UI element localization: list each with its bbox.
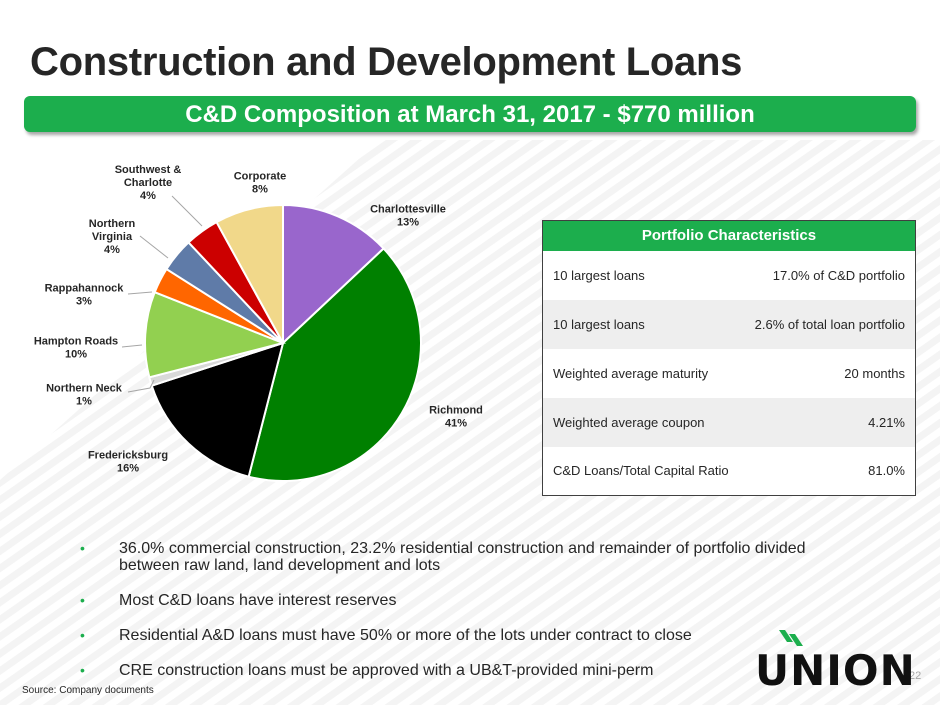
slice-label: Northern Neck 1%	[46, 383, 123, 408]
bullet-text: Most C&D loans have interest reserves	[119, 592, 397, 609]
bullet-item: • Residential A&D loans must have 50% or …	[80, 627, 860, 644]
bullet-icon: •	[80, 592, 85, 608]
row-label: C&D Loans/Total Capital Ratio	[553, 463, 729, 479]
union-logo: UNION	[755, 628, 915, 695]
pie-slice	[282, 203, 386, 346]
table-row: Weighted average coupon 4.21%	[542, 397, 916, 447]
page-title: Construction and Development Loans	[30, 40, 743, 84]
leader-line	[127, 379, 155, 393]
logo-text: UNION	[755, 646, 916, 695]
chart-banner: C&D Composition at March 31, 2017 - $770…	[24, 96, 916, 132]
bullet-text: CRE construction loans must be approved …	[119, 662, 654, 679]
table-header: Portfolio Characteristics	[641, 227, 817, 245]
row-label: 10 largest loans	[553, 316, 645, 332]
bullet-item: • 36.0% commercial construction, 23.2% re…	[80, 540, 860, 574]
leader-line	[139, 235, 169, 259]
slice-label: Charlottesville 13%	[370, 204, 446, 229]
bullet-list: • 36.0% commercial construction, 23.2% re…	[80, 540, 860, 697]
table-header-row: Portfolio Characteristics	[542, 220, 916, 251]
row-value: 20 months	[844, 365, 905, 381]
leader-line	[127, 291, 153, 295]
bullet-icon: •	[80, 662, 85, 678]
pie-slice	[144, 290, 287, 379]
source-note: Source: Company documents	[22, 685, 154, 696]
logo-stripes	[779, 630, 803, 646]
row-label: Weighted average maturity	[553, 365, 709, 381]
row-value: 2.6% of total loan portfolio	[754, 316, 905, 332]
table-row: 10 largest loans 2.6% of total loan port…	[542, 299, 916, 349]
logo-mark-icon	[779, 630, 803, 646]
slice-label: Northern Virginia 4%	[89, 218, 136, 256]
pie-slice	[215, 203, 284, 344]
page-number: 22	[909, 670, 922, 682]
bullet-item: • Most C&D loans have interest reserves	[80, 592, 860, 609]
slice-label: Southwest & Charlotte 4%	[115, 164, 182, 202]
pie-chart: Charlottesville 13% Richmond 41% Fredericksb…	[34, 164, 483, 482]
slice-label: Richmond 41%	[429, 405, 483, 430]
bullet-text: 36.0% commercial construction, 23.2% res…	[119, 540, 806, 574]
bullet-icon: •	[80, 627, 85, 643]
bullet-text: Residential A&D loans must have 50% or m…	[119, 627, 692, 644]
pie-slice	[150, 341, 285, 478]
table-row: Weighted average maturity 20 months	[543, 349, 916, 398]
row-value: 4.21%	[868, 414, 905, 430]
bullet-icon: •	[80, 540, 85, 556]
table-row: 10 largest loans 17.0% of C&D portfolio	[543, 251, 916, 300]
row-label: 10 largest loans	[553, 267, 645, 283]
bullet-item: • CRE construction loans must be approved…	[80, 662, 860, 679]
slice-label: Hampton Roads 10%	[34, 336, 118, 361]
row-label: Weighted average coupon	[553, 414, 705, 430]
leader-line	[171, 195, 203, 227]
slice-label: Fredericksburg 16%	[88, 450, 168, 475]
row-value: 17.0% of C&D portfolio	[772, 267, 905, 283]
table-row: C&D Loans/Total Capital Ratio 81.0%	[543, 447, 916, 496]
row-value: 81.0%	[868, 463, 905, 479]
leader-line	[121, 344, 143, 348]
slice-label: Corporate 8%	[234, 171, 287, 196]
slice-label: Rappahannock 3%	[45, 283, 125, 308]
portfolio-characteristics-table: Portfolio Characteristics 10 largest loa…	[542, 220, 916, 496]
pie-slice	[247, 247, 422, 482]
